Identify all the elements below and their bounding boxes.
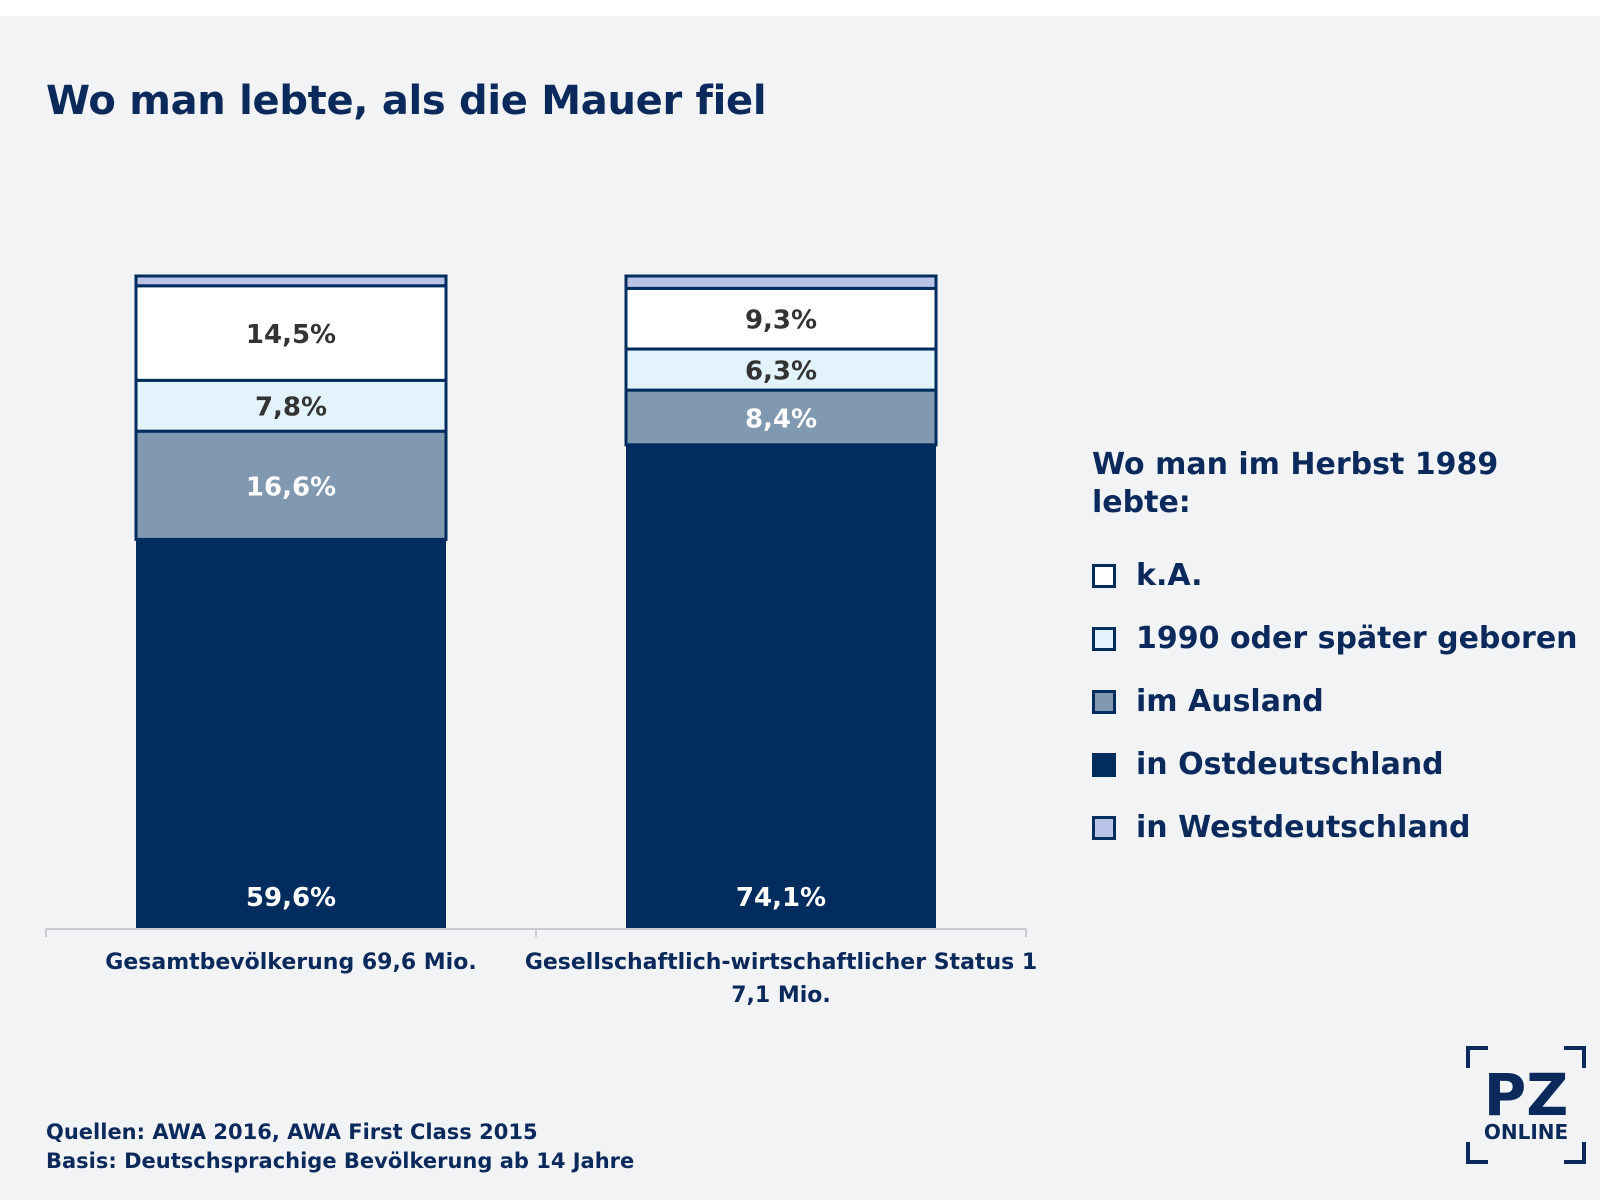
bar-segment-1-3 [624,286,938,351]
legend-title-line-1: Wo man im Herbst 1989 [1092,447,1499,482]
bar-segment-1-1 [624,388,938,447]
x-tick-label-1-1: 7,1 Mio. [731,983,831,1008]
pz-online-logo: PZ ONLINE [1466,1046,1586,1164]
basis-line: Basis: Deutschsprachige Bevölkerung ab 1… [46,1149,635,1173]
bar-segment-1-4 [624,274,938,290]
data-label-1-2: 6,3% [745,357,817,387]
legend-label-ka: k.A. [1136,558,1203,593]
data-label-1-3: 9,3% [745,306,817,336]
legend-swatch-ka [1092,563,1116,588]
legend-label-ost: in Ostdeutschland [1136,747,1444,782]
data-label-0-0: 59,6% [246,883,336,913]
legend: Wo man im Herbst 1989 lebte: k.A. 1990 o… [1092,446,1592,859]
data-label-0-2: 7,8% [255,393,327,423]
legend-swatch-ausland [1092,689,1116,714]
data-label-0-1: 16,6% [246,472,336,502]
legend-item-ka: k.A. [1092,544,1592,607]
bar-segment-0-1 [134,429,448,541]
bar-segment-0-3 [134,284,448,382]
legend-swatch-1990 [1092,626,1116,651]
legend-label-west: in Westdeutschland [1136,810,1471,845]
legend-item-1990: 1990 oder später geboren [1092,607,1592,670]
data-label-0-3: 14,5% [246,320,336,350]
legend-title: Wo man im Herbst 1989 lebte: [1092,446,1592,522]
legend-swatch-west [1092,815,1116,840]
legend-label-1990: 1990 oder später geboren [1136,621,1578,656]
logo-text-online: ONLINE [1484,1120,1568,1144]
x-tick-label-0-0: Gesamtbevölkerung 69,6 Mio. [105,950,476,975]
legend-item-west: in Westdeutschland [1092,796,1592,859]
bar-segment-1-0 [626,444,936,928]
legend-label-ausland: im Ausland [1136,684,1324,719]
legend-item-ausland: im Ausland [1092,670,1592,733]
bar-segment-0-4 [134,274,448,288]
data-label-1-1: 8,4% [745,404,817,434]
source-footer: Quellen: AWA 2016, AWA First Class 2015 … [46,1118,634,1176]
legend-swatch-ost [1092,752,1116,777]
logo-text-pz: PZ [1484,1061,1569,1129]
legend-title-line-2: lebte: [1092,485,1191,520]
bar-segment-0-0 [136,539,446,928]
legend-item-ost: in Ostdeutschland [1092,733,1592,796]
bar-segment-1-2 [624,347,938,392]
source-line: Quellen: AWA 2016, AWA First Class 2015 [46,1120,538,1144]
x-tick-label-1-0: Gesellschaftlich-wirtschaftlicher Status… [525,950,1037,975]
data-label-1-0: 74,1% [736,883,826,913]
chart-title: Wo man lebte, als die Mauer fiel [46,78,767,124]
top-strip [0,0,1600,16]
